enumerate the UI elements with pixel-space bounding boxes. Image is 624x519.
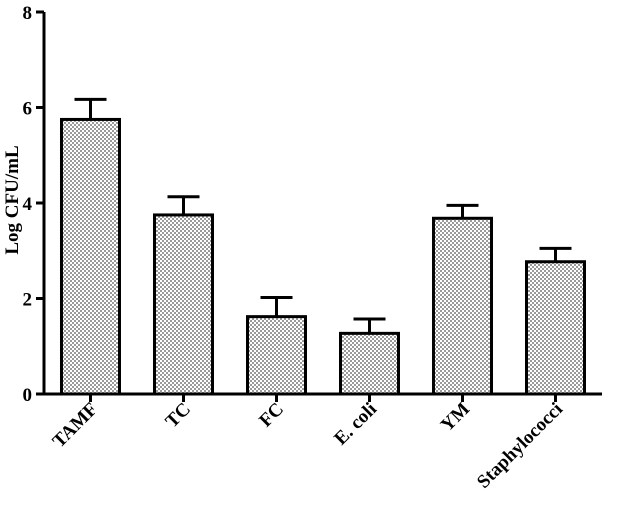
y-tick-label-3: 6 (23, 99, 33, 120)
y-tick-label-0: 0 (23, 385, 33, 406)
x-tick-label-4: YM (437, 399, 474, 436)
y-tick-label-1: 2 (23, 290, 33, 311)
bar-2 (246, 315, 307, 396)
bar-4 (432, 216, 493, 396)
y-axis-title: Log CFU/mL (2, 145, 23, 254)
bar-3 (339, 331, 400, 396)
bars-layer (60, 97, 586, 396)
x-tick-label-5: Staphylococci (473, 399, 567, 493)
x-tick-label-1: TC (162, 399, 196, 433)
bar-0 (60, 117, 121, 396)
x-tick-label-2: FC (255, 399, 288, 432)
bar-5 (525, 260, 586, 396)
y-tick-label-2: 4 (23, 194, 33, 215)
x-tick-label-0: TAMF (49, 399, 102, 452)
bar-1 (153, 213, 214, 396)
y-tick-label-4: 8 (23, 3, 33, 24)
x-tick-label-3: E. coli (330, 399, 381, 450)
